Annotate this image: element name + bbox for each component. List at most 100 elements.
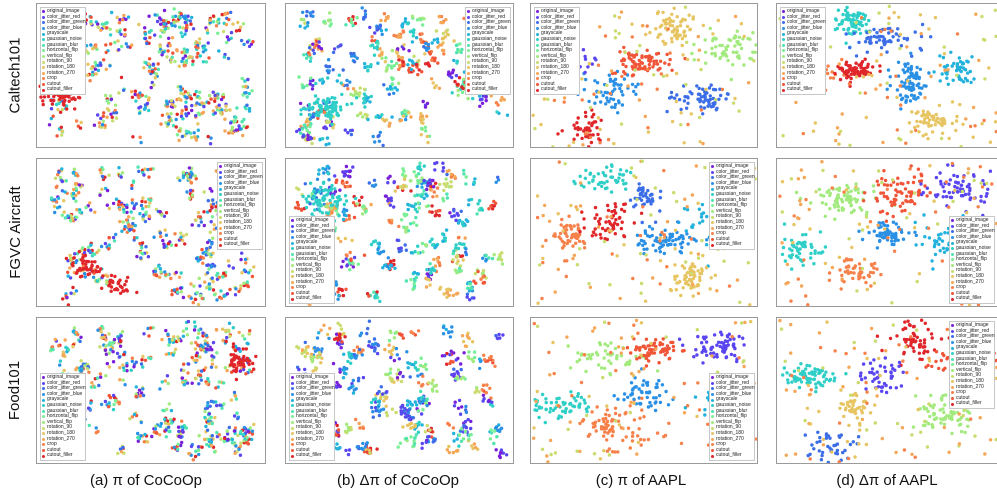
scatter-point <box>198 90 202 95</box>
scatter-point <box>674 288 678 292</box>
scatter-point <box>304 205 309 210</box>
legend-item: original_image <box>782 8 823 15</box>
scatter-point <box>197 223 201 228</box>
scatter-point <box>142 66 146 70</box>
scatter-point <box>118 207 122 212</box>
scatter-point <box>910 199 914 204</box>
scatter-point <box>871 65 875 69</box>
scatter-point <box>449 180 453 184</box>
panel-caption: (c) π of AAPL <box>595 472 687 489</box>
scatter-point <box>402 47 406 51</box>
scatter-panel: original_image color_jitter_red color_jitt… <box>285 3 514 148</box>
legend-label: horizontal_flip <box>296 256 327 263</box>
scatter-point <box>845 183 849 188</box>
scatter-point <box>406 21 411 25</box>
scatter-point <box>571 234 575 239</box>
scatter-point <box>918 91 922 95</box>
scatter-point <box>208 209 212 213</box>
scatter-point <box>179 112 184 116</box>
scatter-point <box>425 277 430 281</box>
scatter-point <box>895 182 900 186</box>
scatter-point <box>937 103 942 108</box>
scatter-point <box>149 85 153 90</box>
scatter-point <box>389 64 394 68</box>
scatter-point <box>305 83 309 88</box>
scatter-point <box>128 227 132 232</box>
scatter-point <box>302 85 306 89</box>
scatter-point <box>344 257 348 261</box>
scatter-point <box>341 293 346 298</box>
scatter-point <box>478 94 482 98</box>
scatter-point <box>119 32 123 36</box>
scatter-point <box>217 17 221 21</box>
scatter-point <box>149 198 153 202</box>
scatter-point <box>464 247 468 251</box>
scatter-point <box>704 266 709 270</box>
legend-item: rotation_180 <box>711 219 752 226</box>
scatter-point <box>888 83 892 88</box>
scatter-point <box>121 289 125 293</box>
scatter-point <box>428 52 432 56</box>
scatter-point <box>672 191 676 195</box>
scatter-point <box>144 204 148 209</box>
scatter-point <box>381 266 385 270</box>
scatter-point <box>565 234 569 239</box>
scatter-point <box>440 232 445 236</box>
scatter-point <box>81 267 85 271</box>
scatter-point <box>685 57 690 62</box>
scatter-point <box>882 169 886 173</box>
legend-item: cutout_filler <box>536 87 577 93</box>
scatter-point <box>861 67 866 71</box>
scatter-point <box>170 23 174 28</box>
legend: original_image color_jitter_red color_jitt… <box>40 7 86 95</box>
scatter-point <box>339 81 343 85</box>
scatter-point <box>580 136 584 141</box>
scatter-point <box>189 296 193 300</box>
scatter-point <box>637 58 641 63</box>
scatter-point <box>641 188 645 192</box>
scatter-point <box>46 94 51 99</box>
scatter-point <box>144 245 148 249</box>
scatter-point <box>90 269 94 273</box>
scatter-point <box>950 121 955 126</box>
scatter-point <box>395 51 400 55</box>
scatter-point <box>234 115 238 120</box>
scatter-point <box>229 30 234 35</box>
scatter-point <box>848 67 852 71</box>
scatter-point <box>619 226 624 231</box>
scatter-point <box>362 253 367 257</box>
scatter-point <box>336 297 340 301</box>
scatter-point <box>414 36 419 40</box>
scatter-point <box>240 271 244 275</box>
scatter-point <box>110 115 114 120</box>
scatter-point <box>83 253 87 258</box>
scatter-point <box>938 79 942 83</box>
legend-marker <box>219 243 222 247</box>
scatter-point <box>562 100 566 104</box>
scatter-point <box>679 293 683 298</box>
scatter-point <box>245 103 249 107</box>
scatter-point <box>314 113 319 117</box>
scatter-point <box>733 34 737 38</box>
legend-item: rotation_90 <box>219 214 260 220</box>
scatter-point <box>410 204 414 208</box>
scatter-point <box>635 233 640 237</box>
legend-item: rotation_180 <box>536 64 577 71</box>
scatter-point <box>573 181 577 186</box>
legend-item: gaussian_noise <box>782 36 823 43</box>
scatter-point <box>618 168 623 172</box>
scatter-point <box>698 92 702 97</box>
scatter-point <box>404 117 408 122</box>
scatter-panel: original_image color_jitter_red color_jitt… <box>36 158 266 307</box>
scatter-point <box>419 112 423 116</box>
scatter-point <box>392 205 396 209</box>
scatter-point <box>617 31 621 36</box>
scatter-point <box>55 134 59 138</box>
legend-marker <box>782 77 785 81</box>
scatter-point <box>675 93 679 97</box>
scatter-point <box>89 243 93 247</box>
scatter-point <box>919 34 924 39</box>
scatter-point <box>321 98 326 103</box>
scatter-point <box>553 290 557 294</box>
scatter-point <box>601 93 605 98</box>
